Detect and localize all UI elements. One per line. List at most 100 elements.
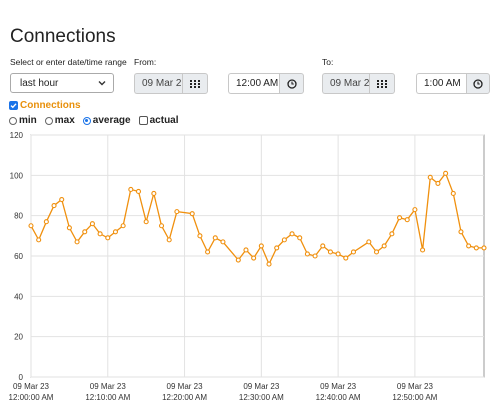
data-point (281, 237, 287, 243)
calendar-grid-icon (190, 79, 200, 88)
to-time-group: 1:00 AM (416, 73, 490, 94)
data-point (450, 190, 456, 197)
x-tick-time: 12:00:00 AM (9, 393, 54, 402)
x-tick-time: 12:10:00 AM (85, 393, 130, 402)
clock-icon (286, 78, 297, 89)
data-point (343, 255, 349, 261)
range-label: Select or enter date/time range (10, 57, 127, 67)
clock-icon (473, 78, 483, 89)
data-point (366, 239, 372, 245)
to-date-input[interactable]: 09 Mar 2 (322, 73, 369, 94)
page-title: Connections (10, 26, 116, 47)
data-point (189, 211, 195, 217)
to-date-picker-button[interactable] (369, 73, 395, 94)
data-point (274, 245, 280, 251)
min-radio-label: min (19, 115, 37, 126)
data-point (412, 207, 418, 213)
max-radio-label: max (54, 115, 75, 126)
data-point (335, 251, 341, 257)
data-point (220, 239, 226, 245)
data-point (97, 231, 103, 237)
data-point (320, 243, 326, 249)
data-point (350, 249, 357, 255)
data-point (128, 186, 134, 193)
to-date-group: 09 Mar 2 (322, 73, 395, 94)
connections-toggle[interactable]: Connections (9, 100, 81, 111)
data-point (120, 223, 126, 229)
to-label: To: (322, 57, 334, 67)
connections-checkbox[interactable] (9, 101, 18, 110)
range-select-value: last hour (20, 78, 59, 89)
x-tick-date: 09 Mar 23 (320, 382, 357, 391)
actual-toggle[interactable]: actual (138, 115, 179, 126)
data-point (258, 243, 264, 249)
x-tick-time: 12:30:00 AM (239, 393, 284, 402)
data-point (158, 223, 165, 229)
data-point (174, 209, 180, 215)
data-point (135, 188, 142, 195)
data-point (458, 229, 464, 235)
data-point (112, 229, 119, 235)
max-radio[interactable] (44, 116, 53, 125)
data-point (205, 249, 211, 255)
x-tick-date: 09 Mar 23 (167, 382, 204, 391)
data-point (197, 233, 203, 239)
data-point (396, 215, 403, 221)
data-point (473, 245, 479, 251)
data-point (143, 219, 149, 225)
y-tick-label: 40 (14, 292, 23, 301)
data-point (420, 247, 426, 253)
data-point (243, 247, 249, 253)
y-tick-label: 100 (10, 171, 24, 180)
aggregation-option-min[interactable]: min (9, 115, 37, 126)
from-date-picker-button[interactable] (182, 73, 208, 94)
data-point (82, 229, 88, 235)
from-label: From: (134, 57, 157, 67)
data-point (212, 235, 218, 241)
data-point (481, 245, 487, 251)
data-point (289, 231, 295, 237)
x-tick-time: 12:40:00 AM (316, 393, 361, 402)
data-point (59, 196, 65, 203)
calendar-grid-icon (377, 79, 387, 88)
data-point (151, 190, 157, 197)
data-point (28, 223, 34, 229)
data-point (66, 225, 72, 231)
to-time-picker-button[interactable] (466, 73, 490, 94)
from-date-input[interactable]: 09 Mar 2 (134, 73, 182, 94)
connections-toggle-label: Connections (20, 100, 81, 111)
data-point (373, 249, 380, 255)
aggregation-option-max[interactable]: max (44, 115, 75, 126)
data-point (297, 235, 303, 241)
x-tick-date: 09 Mar 23 (90, 382, 127, 391)
data-point (381, 243, 387, 249)
data-point (43, 219, 49, 225)
data-point (327, 249, 333, 255)
data-point (251, 255, 257, 261)
actual-checkbox-label: actual (149, 115, 179, 126)
data-point (435, 180, 441, 186)
data-point (74, 239, 80, 245)
min-radio[interactable] (9, 116, 17, 125)
data-point (89, 221, 95, 227)
aggregation-option-average[interactable]: average (82, 115, 131, 126)
from-time-input[interactable]: 12:00 AM (228, 73, 279, 94)
range-select[interactable]: last hour (10, 73, 114, 93)
from-time-picker-button[interactable] (279, 73, 304, 94)
y-tick-label: 120 (10, 131, 24, 140)
data-point (443, 170, 449, 176)
data-point (466, 243, 472, 249)
to-time-input[interactable]: 1:00 AM (416, 73, 466, 94)
data-point (312, 253, 318, 259)
y-tick-label: 20 (14, 333, 23, 342)
data-point (266, 261, 272, 267)
data-point (404, 217, 410, 223)
x-tick-date: 09 Mar 23 (243, 382, 280, 391)
data-point (389, 231, 395, 237)
average-radio[interactable] (82, 116, 91, 125)
from-date-group: 09 Mar 2 (134, 73, 208, 94)
y-tick-label: 60 (14, 252, 23, 261)
actual-checkbox[interactable] (138, 116, 148, 125)
aggregation-options: min max average actual (9, 115, 187, 126)
data-point (51, 203, 57, 209)
